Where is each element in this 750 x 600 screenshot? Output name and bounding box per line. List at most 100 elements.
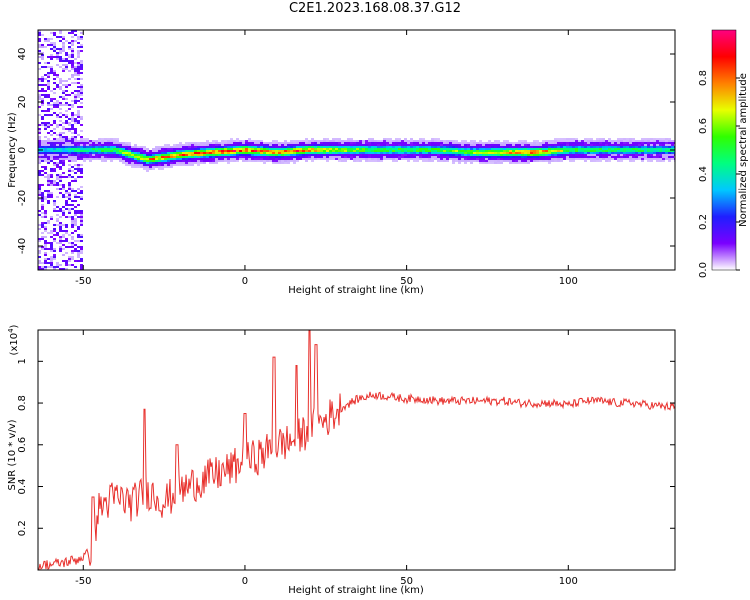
heatmap-cell	[95, 142, 98, 144]
heatmap-cell	[143, 152, 146, 154]
heatmap-cell	[128, 156, 131, 158]
heatmap-cell	[557, 144, 560, 146]
heatmap-cell	[200, 150, 203, 152]
heatmap-cell	[44, 242, 47, 244]
colorbar-tick-label-4: 0.8	[698, 70, 709, 86]
heatmap-cell	[59, 56, 62, 58]
heatmap-cell	[260, 158, 263, 160]
heatmap-cell	[41, 246, 44, 248]
heatmap-cell	[212, 158, 215, 160]
heatmap-cell	[44, 140, 47, 142]
heatmap-cell	[353, 144, 356, 146]
heatmap-cell	[86, 150, 89, 152]
heatmap-cell	[107, 138, 110, 140]
heatmap-cell	[356, 142, 359, 144]
heatmap-cell	[212, 154, 215, 156]
heatmap-cell	[308, 150, 311, 152]
heatmap-cell	[167, 146, 170, 148]
heatmap-cell	[653, 146, 656, 148]
heatmap-cell	[104, 144, 107, 146]
heatmap-cell	[74, 190, 77, 192]
heatmap-cell	[53, 138, 56, 140]
heatmap-cell	[491, 154, 494, 156]
heatmap-cell	[140, 160, 143, 162]
heatmap-cell	[587, 146, 590, 148]
heatmap-cell	[455, 156, 458, 158]
heatmap-cell	[47, 82, 50, 84]
heatmap-cell	[608, 154, 611, 156]
heatmap-cell	[53, 268, 56, 270]
heatmap-cell	[620, 148, 623, 150]
heatmap-cell	[320, 152, 323, 154]
heatmap-cell	[350, 154, 353, 156]
heatmap-cell	[593, 158, 596, 160]
heatmap-cell	[59, 124, 62, 126]
heatmap-cell	[179, 142, 182, 144]
heatmap-cell	[320, 156, 323, 158]
heatmap-cell	[38, 40, 41, 42]
heatmap-cell	[527, 150, 530, 152]
heatmap-cell	[80, 138, 83, 140]
heatmap-cell	[365, 158, 368, 160]
heatmap-cell	[83, 138, 86, 140]
heatmap-cell	[446, 158, 449, 160]
heatmap-cell	[56, 104, 59, 106]
heatmap-cell	[491, 162, 494, 164]
heatmap-cell	[482, 162, 485, 164]
heatmap-cell	[533, 160, 536, 162]
heatmap-cell	[563, 148, 566, 150]
heatmap-cell	[245, 140, 248, 142]
heatmap-cell	[152, 148, 155, 150]
heatmap-cell	[359, 146, 362, 148]
heatmap-cell	[623, 140, 626, 142]
heatmap-cell	[239, 150, 242, 152]
heatmap-cell	[338, 154, 341, 156]
heatmap-cell	[284, 150, 287, 152]
heatmap-cell	[65, 122, 68, 124]
heatmap-cell	[44, 46, 47, 48]
heatmap-cell	[215, 142, 218, 144]
heatmap-cell	[248, 146, 251, 148]
heatmap-cell	[71, 118, 74, 120]
heatmap-cell	[266, 148, 269, 150]
heatmap-cell	[314, 146, 317, 148]
heatmap-cell	[428, 160, 431, 162]
heatmap-cell	[458, 148, 461, 150]
heatmap-cell	[65, 158, 68, 160]
heatmap-cell	[62, 90, 65, 92]
heatmap-cell	[632, 146, 635, 148]
heatmap-cell	[212, 160, 215, 162]
heatmap-cell	[77, 216, 80, 218]
heatmap-cell	[41, 124, 44, 126]
heatmap-cell	[215, 158, 218, 160]
heatmap-cell	[236, 160, 239, 162]
heatmap-cell	[500, 158, 503, 160]
heatmap-cell	[494, 142, 497, 144]
heatmap-cell	[218, 142, 221, 144]
heatmap-cell	[611, 146, 614, 148]
heatmap-cell	[206, 140, 209, 142]
heatmap-cell	[209, 148, 212, 150]
heatmap-cell	[398, 152, 401, 154]
heatmap-cell	[362, 154, 365, 156]
heatmap-cell	[128, 152, 131, 154]
heatmap-cell	[224, 148, 227, 150]
heatmap-cell	[287, 152, 290, 154]
heatmap-cell	[284, 154, 287, 156]
heatmap-cell	[233, 142, 236, 144]
heatmap-cell	[527, 144, 530, 146]
heatmap-cell	[59, 144, 62, 146]
heatmap-cell	[77, 122, 80, 124]
heatmap-cell	[500, 162, 503, 164]
heatmap-cell	[209, 146, 212, 148]
heatmap-cell	[47, 76, 50, 78]
heatmap-cell	[341, 148, 344, 150]
heatmap-cell	[134, 158, 137, 160]
heatmap-cell	[350, 142, 353, 144]
heatmap-cell	[650, 144, 653, 146]
heatmap-cell	[650, 148, 653, 150]
heatmap-cell	[59, 226, 62, 228]
heatmap-cell	[80, 240, 83, 242]
heatmap-cell	[305, 140, 308, 142]
heatmap-cell	[341, 144, 344, 146]
